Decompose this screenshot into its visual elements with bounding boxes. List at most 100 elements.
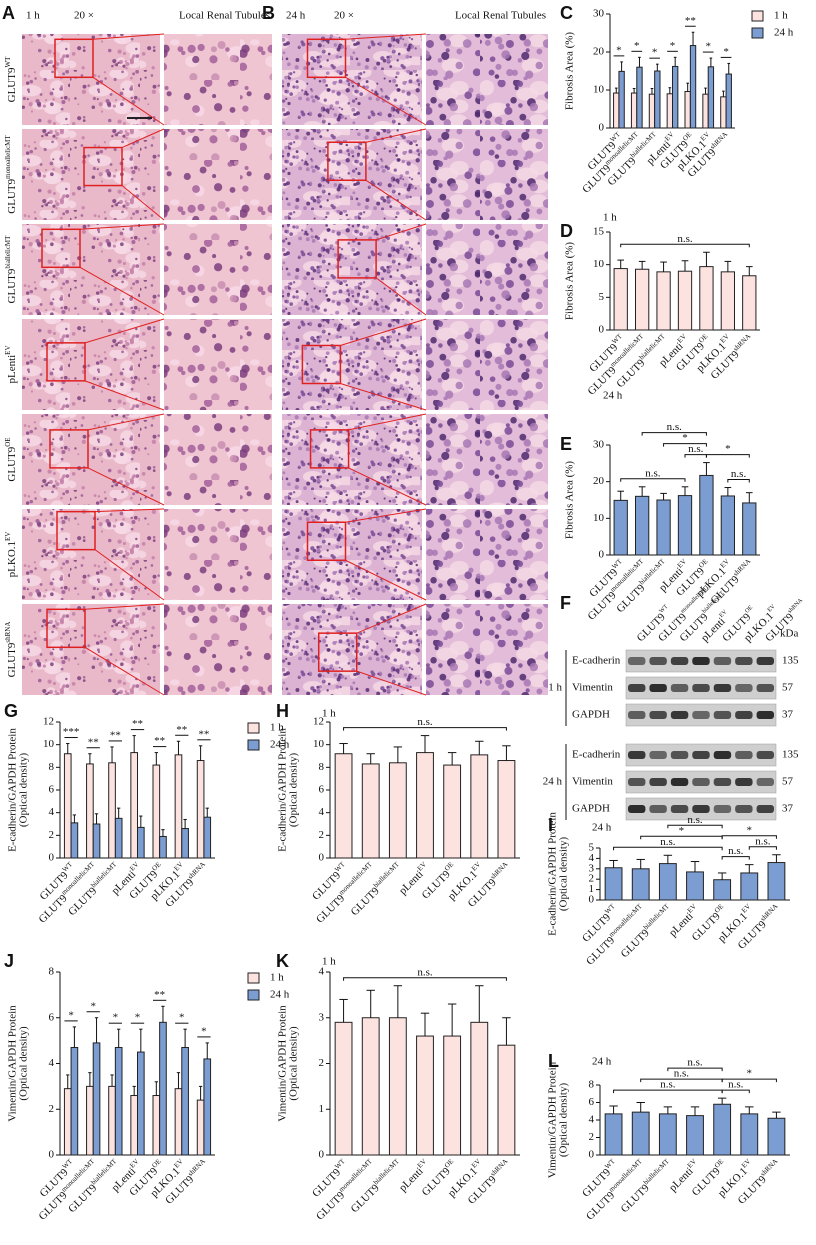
panel-label: C	[560, 3, 573, 23]
significance-label: **	[154, 735, 165, 747]
bar	[443, 1035, 462, 1156]
y-tick-label: 0	[599, 549, 605, 561]
x-tick-label: GLUT9WT	[308, 860, 351, 903]
roi-connector	[340, 383, 427, 411]
significance-label: *	[747, 1068, 753, 1080]
zoomed-micrograph	[164, 509, 272, 600]
bar	[658, 863, 677, 901]
roi-connector	[94, 508, 165, 513]
significance-label: **	[110, 729, 121, 741]
panel-label: F	[560, 593, 571, 613]
significance-label: *	[679, 825, 685, 837]
row-label-base: GLUT9	[6, 642, 18, 677]
bar	[137, 1051, 145, 1156]
blot-band	[628, 778, 646, 786]
significance-bracket	[613, 1089, 723, 1094]
block-time: 24 h	[543, 776, 563, 788]
micrograph	[282, 509, 422, 600]
lane-label-sup: EV	[767, 603, 777, 613]
blot-band	[649, 778, 667, 786]
protein-label: GAPDH	[572, 709, 610, 721]
bar	[137, 826, 145, 859]
y-tick-label: 0	[589, 1149, 595, 1161]
significance-label: *	[670, 40, 676, 52]
micrograph	[282, 224, 422, 315]
significance-label: n.s.	[674, 1068, 690, 1080]
blot-band	[628, 751, 646, 759]
roi-connector	[375, 277, 427, 316]
roi-connector	[87, 467, 165, 506]
lane-label-sup: shRNA	[787, 597, 804, 614]
roi-connector	[375, 223, 427, 241]
blot-band	[692, 751, 710, 759]
row-label: GLUT9WT	[4, 56, 18, 102]
y-tick-label: 20	[593, 46, 605, 58]
bar	[196, 1099, 205, 1156]
zoom-label: Local Renal Tubules	[179, 10, 270, 22]
y-tick-label: 0	[49, 852, 55, 864]
significance-bracket	[343, 727, 507, 731]
bar	[713, 879, 732, 901]
y-tick-label: 15	[593, 226, 605, 238]
bar	[713, 1103, 732, 1156]
bar	[654, 70, 661, 129]
bar	[130, 1095, 139, 1156]
blot-band	[649, 751, 667, 759]
y-tick-label: 5	[599, 291, 605, 303]
significance-label: **	[685, 15, 696, 27]
bar	[604, 867, 623, 901]
blot-band	[735, 684, 753, 692]
bar	[114, 817, 123, 859]
bar	[635, 268, 650, 331]
roi-box	[83, 146, 123, 187]
zoomed-micrograph	[426, 604, 548, 695]
bar	[618, 70, 625, 129]
bar	[361, 763, 380, 859]
x-tick-label-sup: biallelicMT	[642, 902, 672, 932]
panel-label: J	[4, 951, 14, 971]
significance-bracket	[705, 454, 750, 458]
row-label: GLUT9shRNA	[4, 622, 18, 678]
zoomed-micrograph	[426, 129, 548, 220]
significance-label: n.s.	[660, 1079, 676, 1091]
zoomed-micrograph	[164, 224, 272, 315]
y-tick-label: 2	[319, 1057, 325, 1069]
significance-label: *	[747, 824, 753, 836]
significance-label: n.s.	[660, 836, 676, 848]
significance-label: *	[652, 47, 658, 59]
significance-label: n.s.	[645, 467, 661, 479]
y-tick-label: 3	[589, 862, 595, 874]
y-axis-label: (Optical density)	[18, 753, 30, 828]
panel-label: E	[560, 434, 572, 454]
significance-label: *	[90, 1000, 96, 1012]
bar	[181, 1046, 189, 1156]
time-label: 24 h	[286, 10, 306, 22]
kda-label: 57	[782, 776, 794, 788]
y-axis-label: (Optical density)	[18, 1026, 30, 1101]
roi-connector	[356, 670, 427, 696]
roi-connector	[365, 179, 427, 221]
blot-band	[713, 711, 732, 719]
blot-band	[756, 684, 774, 692]
blot-band	[649, 711, 667, 719]
bar	[720, 495, 736, 556]
bar	[497, 760, 516, 859]
panel-label: K	[276, 951, 289, 971]
roi-connector	[92, 76, 165, 126]
significance-label: n.s.	[417, 966, 433, 978]
bar	[334, 1021, 353, 1156]
bar	[181, 828, 189, 859]
significance-bracket	[748, 846, 777, 850]
legend-label: 24 h	[774, 27, 794, 39]
bar	[699, 266, 714, 331]
roi-box	[49, 429, 89, 469]
bar	[152, 1095, 161, 1156]
y-tick-label: 4	[319, 806, 325, 818]
legend-label: 1 h	[270, 722, 284, 734]
roi-box	[46, 608, 86, 649]
y-tick-label: 10	[593, 258, 605, 270]
roi-connector	[94, 549, 165, 601]
significance-bracket	[663, 443, 707, 447]
bar	[767, 862, 786, 901]
significance-bracket	[667, 824, 723, 829]
